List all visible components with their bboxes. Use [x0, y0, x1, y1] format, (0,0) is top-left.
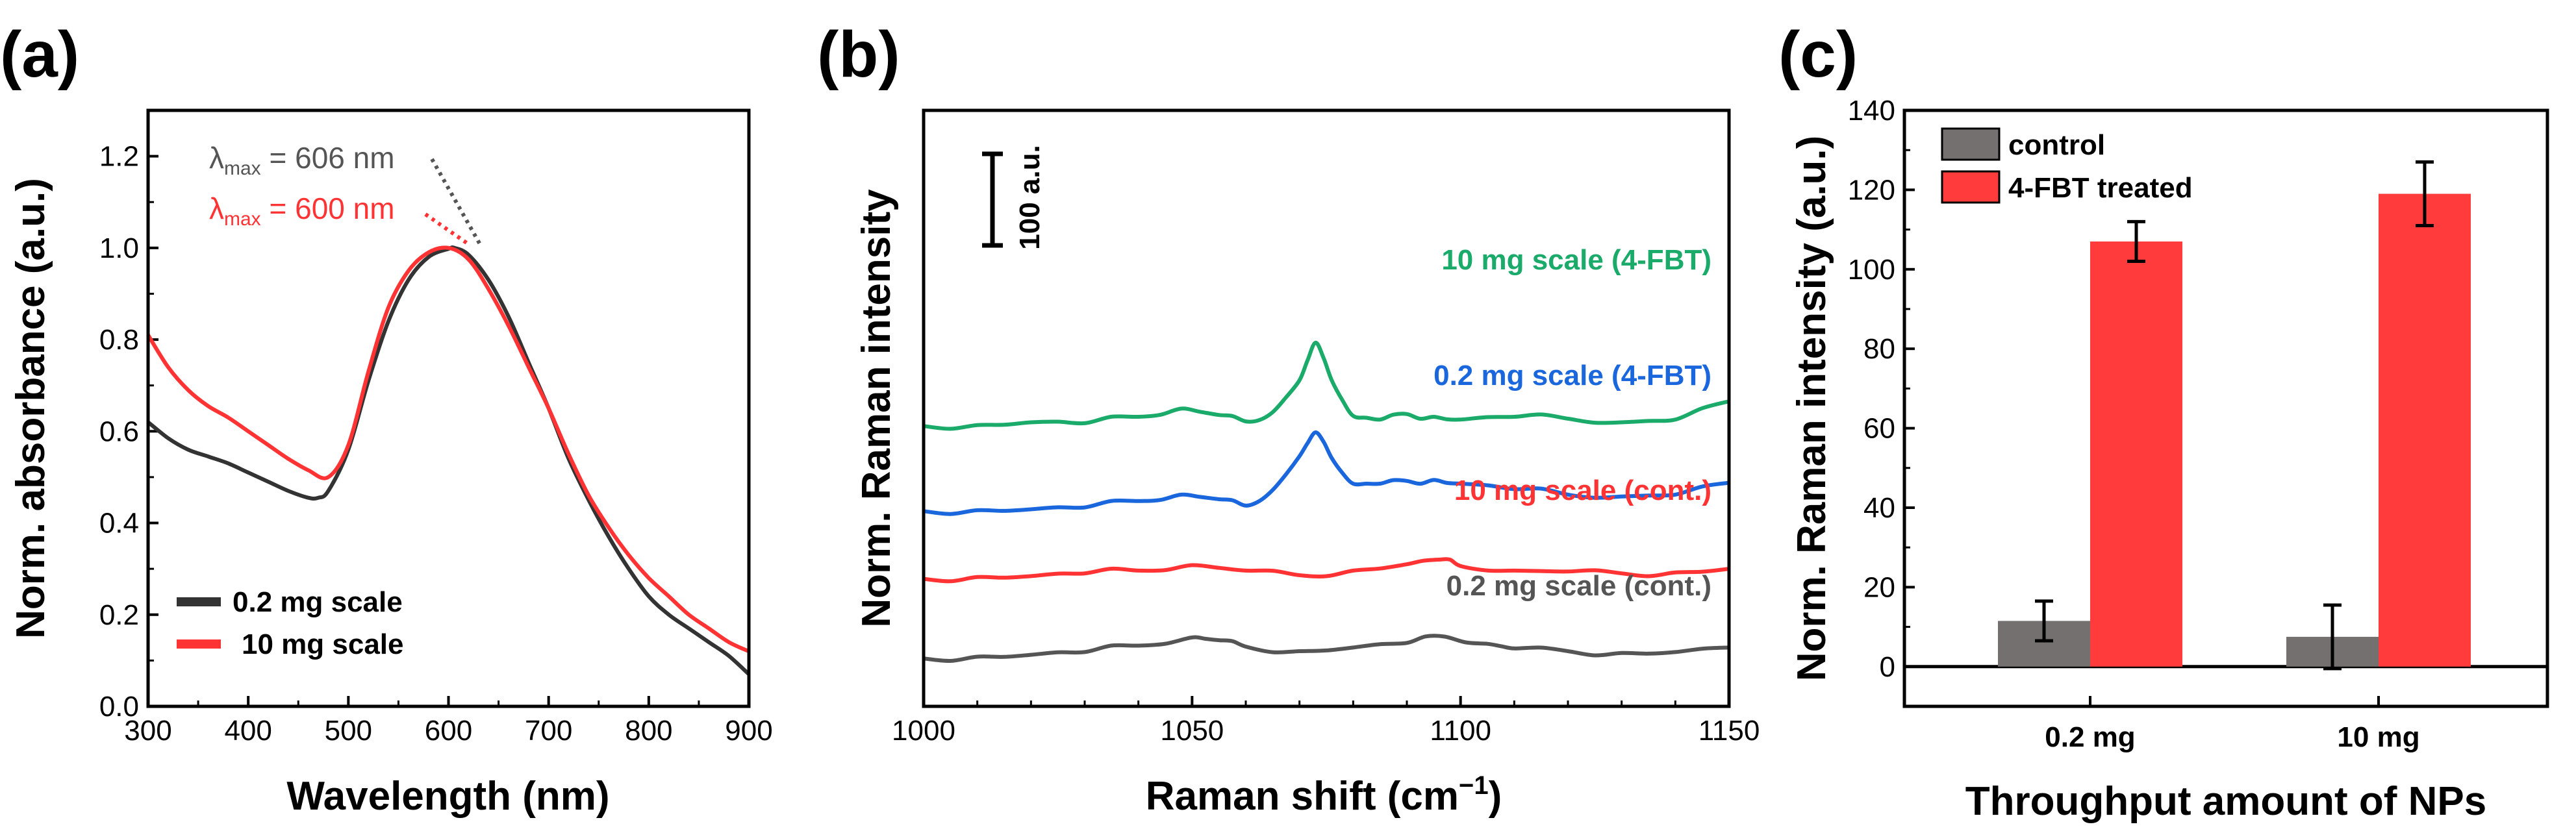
xlabel-main: Raman shift (cm — [1146, 774, 1459, 819]
panel-c-plot: 0 20 40 60 80 100 120 140 0.2 mg 10 mg — [1848, 95, 2547, 753]
panel-c-ytick-label: 140 — [1848, 95, 1895, 127]
panel-a-xtick-label: 500 — [325, 715, 372, 747]
series-line-10-mg-scale-4-fbt — [923, 340, 1730, 431]
panel-a-xtick-label: 700 — [525, 715, 572, 747]
panel-a-xtick-label: 300 — [124, 715, 171, 747]
panel-a-label: (a) — [0, 18, 79, 91]
trace-label-10mg-4fbt: 10 mg scale (4-FBT) — [1441, 244, 1711, 276]
panel-a-ytick-label: 0.0 — [99, 691, 139, 723]
panel-c-ytick-label: 120 — [1848, 174, 1895, 206]
panel-c-ylabel: Norm. Raman intensity (a.u.) — [1789, 136, 1834, 682]
panel-a-xtick-label: 800 — [625, 715, 672, 747]
legend-label-4fbt: 4-FBT treated — [2008, 172, 2193, 204]
panel-a-xlabel: Wavelength (nm) — [286, 774, 609, 819]
scale-bar — [982, 151, 1003, 248]
panel-c-frame — [1902, 108, 2549, 708]
panel-a-ytick-label: 0.6 — [99, 416, 139, 447]
panel-c-ytick-label: 100 — [1848, 254, 1895, 286]
annotation-leader-600 — [424, 212, 472, 247]
legend-label-control: control — [2008, 129, 2105, 161]
xlabel-superscript: −1 — [1459, 771, 1489, 800]
scale-bar-label: 100 a.u. — [1014, 145, 1046, 249]
panel-b-xtick-label: 1100 — [1430, 715, 1491, 747]
series-line-0.2-mg-scale-4-fbt — [923, 430, 1730, 516]
panel-a-ylabel: Norm. absorbance (a.u.) — [8, 178, 53, 639]
lambda-subscript: max — [224, 208, 261, 230]
xlabel-end: ) — [1489, 774, 1502, 819]
series-line-10-mg-scale-cont. — [923, 557, 1730, 584]
lambda-symbol: λ — [209, 141, 224, 175]
panel-a-xtick-label: 900 — [725, 715, 772, 747]
bar-4-fbt-treated-0.2-mg — [2090, 241, 2182, 667]
panel-c-category-label: 0.2 mg — [2045, 721, 2135, 753]
legend-swatch-4fbt — [1941, 170, 2001, 204]
panel-a-ytick-label: 0.8 — [99, 324, 139, 356]
panel-b-plot: 1000 1050 1100 1150 — [892, 340, 1760, 747]
lambda-symbol: λ — [209, 192, 224, 225]
panel-b-frame — [922, 108, 1731, 708]
panel-c-ytick-label: 40 — [1863, 492, 1895, 524]
panel-c-category-label: 10 mg — [2337, 721, 2419, 753]
panel-c-xlabel: Throughput amount of NPs — [1965, 779, 2486, 824]
panel-c-ytick-label: 20 — [1863, 571, 1895, 603]
panel-a-xtick-label: 600 — [425, 715, 472, 747]
lambda-value: = 606 nm — [261, 141, 395, 175]
panel-a-xtick-label: 400 — [224, 715, 271, 747]
panel-a-ytick-label: 1.2 — [99, 141, 139, 173]
trace-label-0.2mg-cont: 0.2 mg scale (cont.) — [1446, 570, 1711, 602]
series-line-0.2-mg-scale-cont. — [923, 634, 1730, 664]
annotation-lambda-606: λmax = 606 nm — [209, 141, 395, 179]
panel-b-label: (b) — [817, 18, 900, 91]
panel-c-label: (c) — [1778, 18, 1858, 91]
panel-c-ytick-label: 0 — [1880, 651, 1895, 683]
trace-label-0.2mg-4fbt: 0.2 mg scale (4-FBT) — [1433, 360, 1711, 391]
panel-a-plot: 300 400 500 600 700 800 900 0.0 0.2 0.4 0.6 0.8 1.0 1… — [99, 109, 773, 747]
lambda-value: = 600 nm — [261, 192, 395, 225]
panel-c-ytick-label: 80 — [1863, 333, 1895, 365]
lambda-subscript: max — [224, 158, 261, 179]
annotation-lambda-600: λmax = 600 nm — [209, 192, 395, 230]
panel-b-ylabel: Norm. Raman intensity — [854, 189, 899, 628]
legend-label-0.2mg: 0.2 mg scale — [233, 586, 403, 618]
panel-a-ytick-label: 0.2 — [99, 599, 139, 631]
series-line-10-mg-scale — [146, 245, 750, 654]
panel-b-xtick-label: 1050 — [1160, 715, 1224, 747]
trace-label-10mg-cont: 10 mg scale (cont.) — [1454, 475, 1711, 506]
panel-a-ytick-label: 1.0 — [99, 232, 139, 264]
bar-4-fbt-treated-10-mg — [2379, 193, 2471, 667]
panel-c-ytick-label: 60 — [1863, 413, 1895, 445]
panel-a-frame — [146, 108, 751, 708]
panel-a-ytick-label: 0.4 — [99, 508, 139, 540]
panel-b-xtick-label: 1000 — [892, 715, 955, 747]
legend-swatch-control — [1941, 127, 2001, 161]
panel-b-xtick-label: 1150 — [1698, 715, 1760, 747]
legend-label-10mg: 10 mg scale — [242, 628, 404, 660]
panel-b-xlabel: Raman shift (cm−1) — [1146, 771, 1502, 819]
annotation-leader-606 — [430, 158, 483, 247]
